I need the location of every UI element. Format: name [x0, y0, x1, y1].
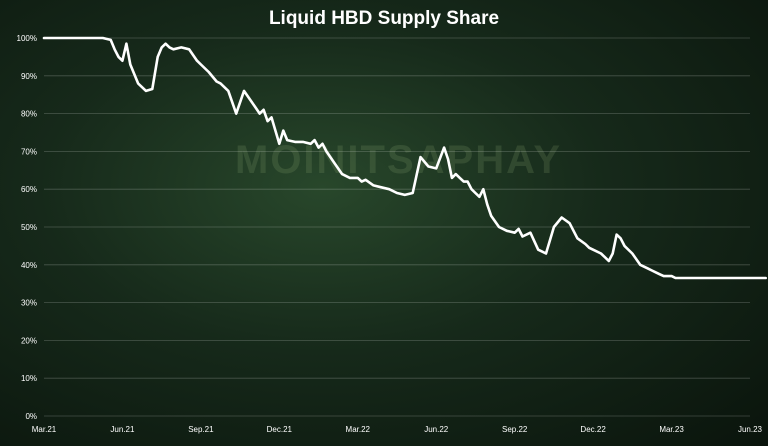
y-tick-label: 70% — [21, 147, 37, 156]
y-tick-label: 20% — [21, 336, 37, 345]
chart-title: Liquid HBD Supply Share — [268, 8, 500, 29]
series-line — [42, 36, 768, 280]
x-tick-label: Mar.21 — [32, 425, 57, 434]
x-tick-label: Mar.23 — [659, 425, 684, 434]
y-tick-label: 0% — [25, 412, 37, 421]
y-tick-label: 80% — [21, 110, 37, 119]
y-tick-label: 60% — [21, 185, 37, 194]
x-tick-label: Sep.22 — [502, 425, 528, 434]
x-tick-label: Mar.22 — [346, 425, 371, 434]
x-tick-label: Dec.22 — [580, 425, 606, 434]
x-tick-label: Sep.21 — [188, 425, 214, 434]
x-tick-label: Jun.23 — [738, 425, 763, 434]
y-tick-label: 40% — [21, 261, 37, 270]
y-tick-label: 10% — [21, 374, 37, 383]
y-tick-label: 50% — [21, 223, 37, 232]
y-tick-label: 30% — [21, 299, 37, 308]
watermark-text: MOINITSAPHAY — [235, 138, 563, 182]
y-tick-label: 90% — [21, 72, 37, 81]
x-tick-label: Jun.22 — [424, 425, 449, 434]
x-tick-label: Dec.21 — [267, 425, 293, 434]
x-tick-label: Jun.21 — [110, 425, 135, 434]
y-tick-label: 100% — [17, 34, 37, 43]
